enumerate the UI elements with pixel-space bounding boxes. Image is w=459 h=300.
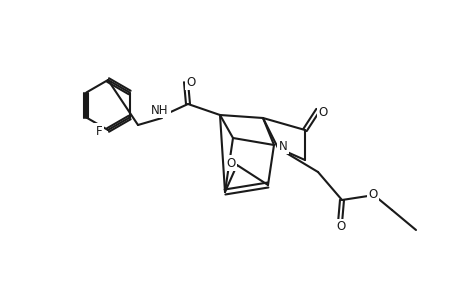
Text: NH: NH (151, 103, 168, 116)
Text: O: O (186, 76, 195, 88)
Text: O: O (336, 220, 345, 233)
Text: O: O (368, 188, 377, 200)
Text: O: O (226, 157, 235, 169)
Text: F: F (95, 124, 102, 137)
Text: N: N (278, 140, 287, 152)
Text: O: O (318, 106, 327, 118)
